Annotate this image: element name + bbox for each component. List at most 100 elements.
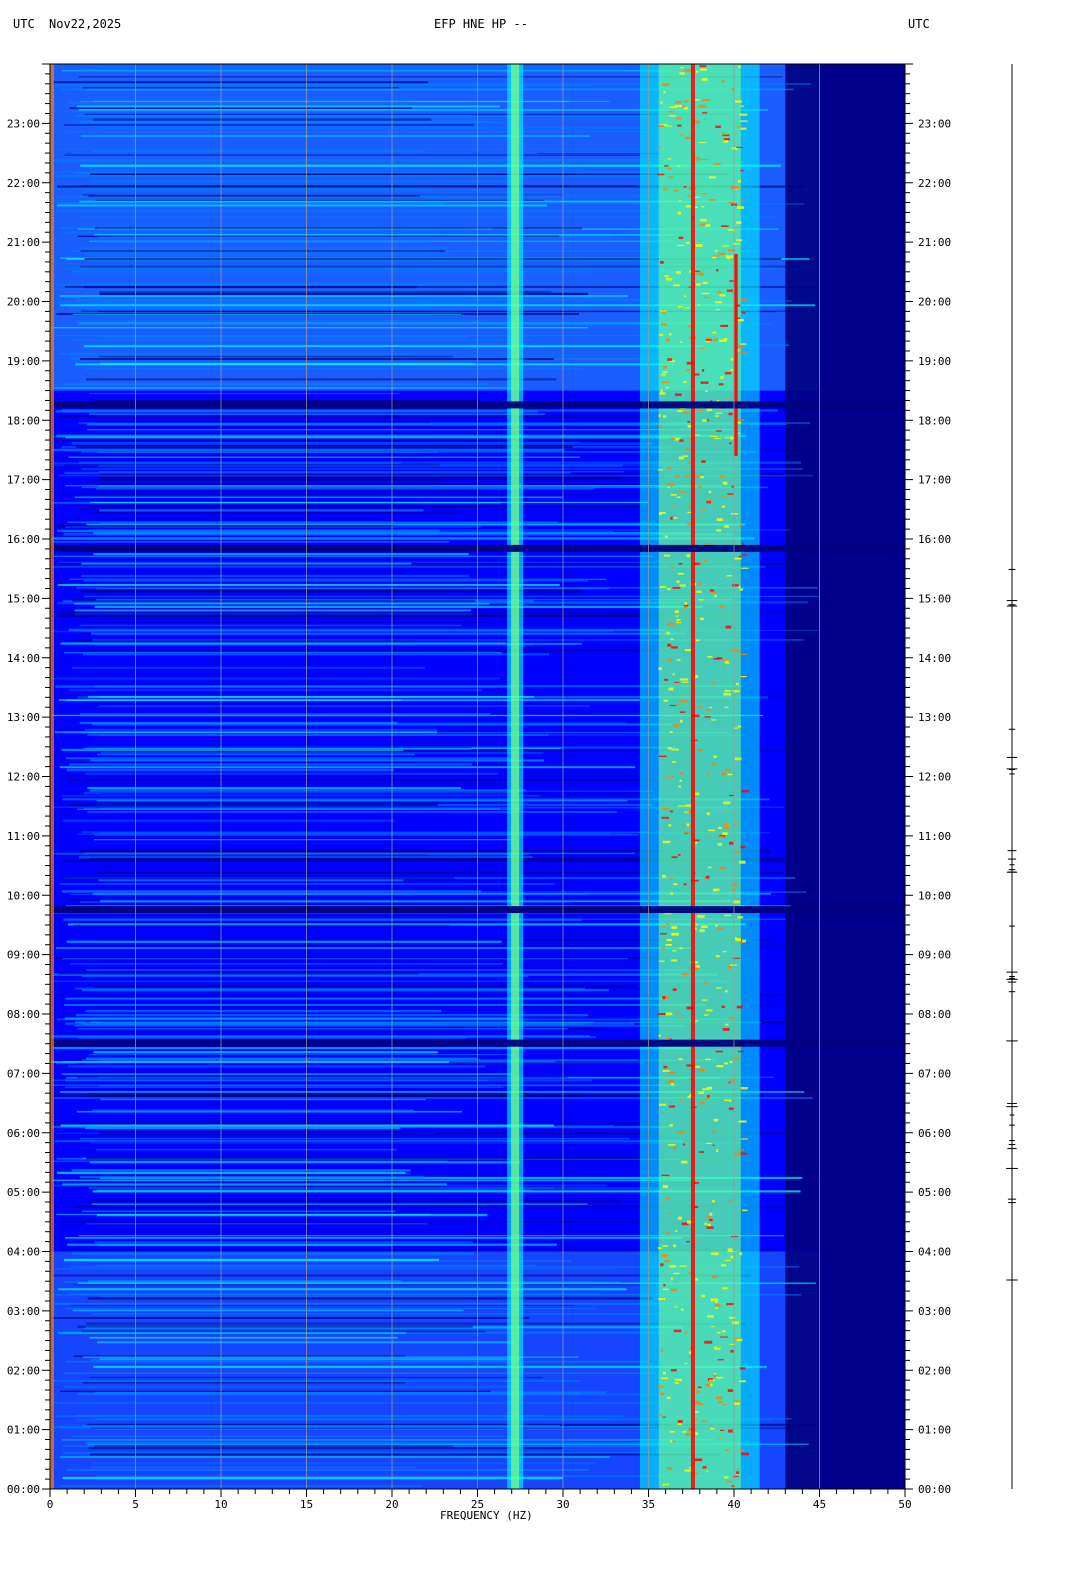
- striation: [69, 763, 473, 766]
- striation: [96, 66, 752, 68]
- striation: [88, 116, 654, 118]
- band-speck: [707, 772, 710, 776]
- band-speck: [667, 622, 675, 626]
- striation: [57, 583, 560, 586]
- band-speck: [682, 411, 690, 414]
- band-speck: [696, 409, 705, 411]
- y-tick-label-left: 18:00: [7, 414, 40, 427]
- striation: [51, 565, 766, 568]
- striation: [90, 1358, 508, 1362]
- band-speck: [683, 100, 689, 103]
- striation: [92, 892, 772, 895]
- striation: [99, 291, 552, 293]
- band-speck: [717, 927, 724, 930]
- band-speck: [673, 1244, 676, 1248]
- header-left-utc: UTC: [13, 17, 35, 31]
- band-speck: [680, 491, 687, 494]
- band-speck: [715, 1050, 724, 1053]
- striation: [93, 590, 583, 593]
- striation: [83, 189, 500, 192]
- band-speck: [701, 292, 709, 295]
- band-speck: [661, 816, 669, 819]
- striation: [68, 1292, 600, 1295]
- band-speck: [735, 938, 741, 942]
- band-speck: [676, 580, 680, 583]
- striation: [64, 1258, 439, 1262]
- band-speck: [732, 689, 740, 693]
- band-speck: [729, 794, 735, 797]
- striation: [91, 1313, 719, 1315]
- band-speck: [665, 1197, 670, 1201]
- band-speck: [668, 824, 672, 827]
- band-speck: [702, 508, 706, 511]
- band-speck: [671, 761, 677, 763]
- band-speck: [739, 941, 745, 943]
- band-speck: [670, 1369, 677, 1372]
- band-speck: [671, 959, 678, 962]
- band-speck: [693, 967, 700, 971]
- striation: [99, 473, 796, 475]
- striation: [62, 1476, 563, 1480]
- band-speck: [696, 915, 705, 918]
- striation: [55, 685, 512, 688]
- band-speck: [682, 455, 688, 457]
- band-speck: [723, 692, 732, 696]
- band-speck: [734, 1153, 742, 1156]
- band-speck: [664, 275, 669, 278]
- striation: [84, 344, 790, 347]
- striation: [55, 493, 734, 495]
- band-speck: [664, 678, 669, 681]
- band-speck: [679, 772, 684, 775]
- striation: [79, 849, 771, 853]
- band-speck: [730, 186, 739, 190]
- striation: [66, 1468, 589, 1471]
- striation: [99, 1176, 803, 1179]
- striation: [87, 746, 675, 749]
- line-segment: [733, 254, 738, 456]
- band-speck: [700, 381, 709, 384]
- band-speck: [674, 104, 683, 108]
- striation: [76, 454, 425, 458]
- band-speck: [661, 807, 670, 810]
- striation: [58, 352, 411, 355]
- striation: [55, 410, 539, 413]
- band-speck: [661, 373, 666, 376]
- band-speck: [697, 304, 700, 306]
- band-speck: [688, 438, 693, 441]
- y-tick-label-right: 19:00: [918, 355, 951, 368]
- band-speck: [670, 892, 674, 895]
- band-speck: [701, 925, 708, 929]
- striation: [54, 854, 430, 856]
- band-speck: [695, 1390, 701, 1393]
- band-speck: [685, 448, 692, 451]
- striation: [59, 227, 468, 229]
- band-speck: [706, 812, 710, 816]
- striation: [84, 1021, 762, 1024]
- striation: [99, 476, 622, 480]
- band-speck: [701, 206, 705, 208]
- band-speck: [715, 125, 721, 128]
- band-speck: [698, 142, 706, 144]
- band-speck: [678, 236, 684, 240]
- striation: [77, 1027, 569, 1030]
- band-speck: [673, 284, 680, 287]
- striation: [50, 1061, 449, 1063]
- band-speck: [664, 165, 669, 167]
- band-speck: [734, 822, 738, 825]
- band-speck: [717, 836, 724, 838]
- band-speck: [720, 225, 729, 227]
- striation: [51, 806, 784, 808]
- striation: [96, 1213, 488, 1217]
- band-speck: [677, 165, 681, 167]
- band-speck: [711, 719, 716, 721]
- striation: [86, 429, 741, 431]
- band-speck: [727, 1248, 733, 1252]
- y-tick-label-left: 16:00: [7, 533, 40, 546]
- band-speck: [742, 554, 748, 556]
- striation: [99, 509, 424, 512]
- striation: [55, 947, 692, 949]
- striation: [87, 734, 549, 736]
- striation: [67, 521, 558, 524]
- striation: [60, 563, 797, 565]
- striation: [84, 852, 635, 855]
